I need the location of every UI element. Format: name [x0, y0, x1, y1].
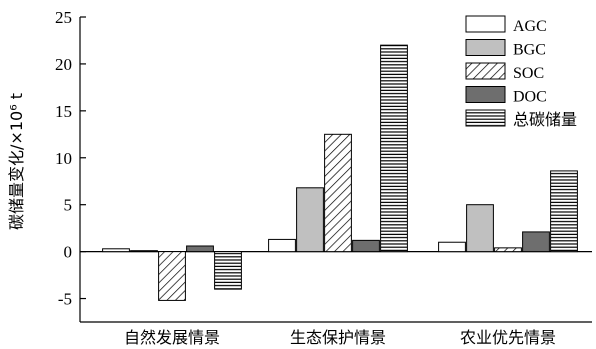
bar-agc-2 [268, 238, 296, 253]
category-label: 自然发展情景 [124, 328, 220, 347]
bar-soc-1 [158, 251, 186, 301]
y-tick-label: 15 [55, 102, 72, 121]
bar-bgc-3 [466, 204, 494, 253]
y-axis-label: 碳储量变化/×10⁶ t [7, 93, 26, 230]
category-labels: 自然发展情景 生态保护情景 农业优先情景 [124, 328, 556, 347]
legend: AGC BGC SOC DOC 总碳储量 [465, 15, 577, 129]
bars [102, 44, 578, 301]
category-label: 生态保护情景 [290, 328, 386, 347]
legend-label: 总碳储量 [513, 110, 577, 129]
bar-soc-2 [324, 133, 352, 253]
bar-总碳储量-3 [550, 170, 578, 253]
legend-label: SOC [513, 65, 544, 82]
y-tick-label: 0 [64, 243, 73, 262]
category-label: 农业优先情景 [460, 328, 556, 347]
bar-总碳储量-2 [380, 44, 408, 253]
bar-agc-1 [102, 248, 130, 253]
bar-soc-3 [494, 247, 522, 253]
y-ticks: 25 20 15 10 5 0 -5 [55, 8, 86, 309]
legend-swatch [465, 15, 506, 33]
y-tick-label: 25 [55, 8, 72, 27]
legend-label: BGC [513, 42, 546, 59]
legend-label: DOC [513, 89, 547, 106]
y-tick-label: 20 [55, 55, 72, 74]
legend-swatch [465, 109, 506, 127]
legend-swatch [465, 39, 506, 56]
bar-doc-2 [352, 239, 380, 253]
y-tick-label: -5 [58, 290, 72, 309]
bar-doc-1 [186, 245, 214, 253]
y-tick-label: 10 [55, 149, 72, 168]
legend-label: AGC [513, 18, 547, 35]
bar-doc-3 [522, 231, 550, 253]
legend-swatch [465, 62, 506, 80]
y-tick-label: 5 [64, 196, 73, 215]
bar-bgc-2 [296, 187, 324, 253]
bar-总碳储量-1 [214, 251, 242, 290]
bar-agc-3 [438, 241, 466, 253]
bar-bgc-1 [130, 250, 158, 253]
legend-swatch [465, 86, 506, 103]
